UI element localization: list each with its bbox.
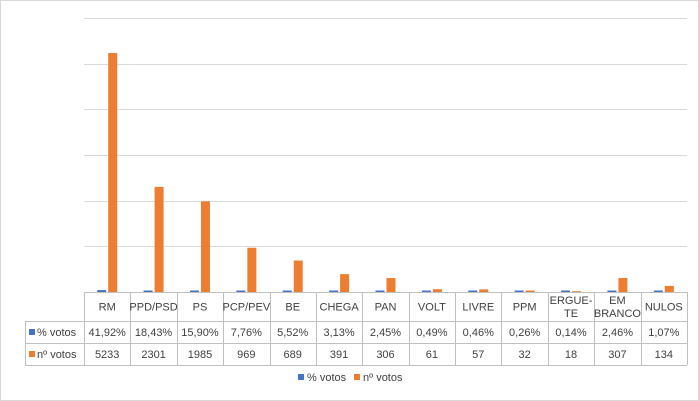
- category-label-6: PAN: [375, 302, 397, 314]
- table-cell-pct-12: 1,07%: [648, 327, 679, 339]
- table-key-1: [29, 351, 35, 357]
- table-cell-num-3: 969: [237, 349, 255, 361]
- table-cell-num-2: 1985: [188, 349, 212, 361]
- table-cell-num-8: 57: [472, 349, 484, 361]
- table-cell-pct-0: 41,92%: [89, 327, 127, 339]
- table-cell-pct-7: 0,49%: [416, 327, 447, 339]
- table-cell-num-7: 61: [426, 349, 438, 361]
- bar-pct-votos-10: [561, 290, 571, 292]
- table-cell-num-0: 5233: [95, 349, 119, 361]
- legend-key-1: [354, 374, 360, 380]
- table-cell-num-10: 18: [565, 349, 577, 361]
- table-cell-pct-9: 0,26%: [509, 327, 540, 339]
- category-label-1: PPD/PSD: [129, 302, 177, 314]
- bar-num-votos-3: [247, 247, 257, 292]
- bar-num-votos-12: [664, 285, 674, 292]
- table-cell-num-1: 2301: [141, 349, 165, 361]
- bar-pct-votos-5: [329, 290, 339, 292]
- table-cell-pct-3: 7,76%: [231, 327, 262, 339]
- legend-label-1: nº votos: [363, 372, 403, 384]
- bar-num-votos-6: [386, 278, 396, 292]
- table-cell-num-12: 134: [655, 349, 673, 361]
- bar-num-votos-0: [108, 53, 118, 292]
- bar-pct-votos-2: [189, 290, 199, 292]
- category-label-2: PS: [193, 302, 208, 314]
- bar-num-votos-4: [293, 260, 303, 292]
- bar-num-votos-5: [340, 274, 350, 292]
- table-cell-pct-5: 3,13%: [324, 327, 355, 339]
- category-label-10-line1: TE: [564, 308, 578, 320]
- table-cell-num-9: 32: [519, 349, 531, 361]
- category-label-5: CHEGA: [320, 302, 360, 314]
- table-cell-num-6: 306: [376, 349, 394, 361]
- category-label-4: BE: [285, 302, 300, 314]
- category-label-7: VOLT: [418, 302, 446, 314]
- bar-pct-votos-8: [468, 290, 478, 292]
- table-row-header-0: % votos: [37, 327, 77, 339]
- table-cell-num-4: 689: [284, 349, 302, 361]
- bar-pct-votos-4: [282, 290, 292, 292]
- category-label-11-line1: BRANCO: [594, 308, 642, 320]
- bar-num-votos-10: [572, 291, 582, 292]
- bar-num-votos-1: [154, 186, 164, 292]
- table-key-0: [29, 329, 35, 335]
- table-cell-pct-6: 2,45%: [370, 327, 401, 339]
- bar-pct-votos-0: [97, 290, 107, 292]
- bar-pct-votos-12: [653, 290, 663, 292]
- category-label-0: RM: [99, 302, 116, 314]
- category-label-12: NULOS: [645, 302, 683, 314]
- category-label-10-line0: ERGUE-: [550, 295, 593, 307]
- bar-num-votos-9: [525, 290, 535, 292]
- bar-pct-votos-6: [375, 290, 385, 292]
- bar-pct-votos-7: [421, 290, 431, 292]
- bar-pct-votos-9: [514, 290, 524, 292]
- bar-pct-votos-11: [607, 290, 617, 292]
- table-cell-num-5: 391: [330, 349, 348, 361]
- bar-num-votos-11: [618, 277, 628, 292]
- table-cell-num-11: 307: [608, 349, 626, 361]
- table-cell-pct-8: 0,46%: [463, 327, 494, 339]
- category-label-8: LIVRE: [462, 302, 494, 314]
- table-cell-pct-1: 18,43%: [135, 327, 173, 339]
- bar-pct-votos-1: [143, 290, 153, 292]
- bar-num-votos-2: [200, 201, 210, 292]
- legend-key-0: [298, 374, 304, 380]
- category-label-11-line0: EM: [609, 295, 626, 307]
- table-cell-pct-10: 0,14%: [555, 327, 586, 339]
- category-label-3: PCP/PEV: [223, 302, 271, 314]
- bar-num-votos-7: [432, 289, 442, 292]
- table-cell-pct-11: 2,46%: [602, 327, 633, 339]
- table-row-header-1: nº votos: [37, 349, 77, 361]
- legend-label-0: % votos: [307, 372, 347, 384]
- table-cell-pct-4: 5,52%: [277, 327, 308, 339]
- table-cell-pct-2: 15,90%: [181, 327, 219, 339]
- category-label-9: PPM: [513, 302, 537, 314]
- bar-num-votos-8: [479, 289, 489, 292]
- bar-pct-votos-3: [236, 290, 246, 292]
